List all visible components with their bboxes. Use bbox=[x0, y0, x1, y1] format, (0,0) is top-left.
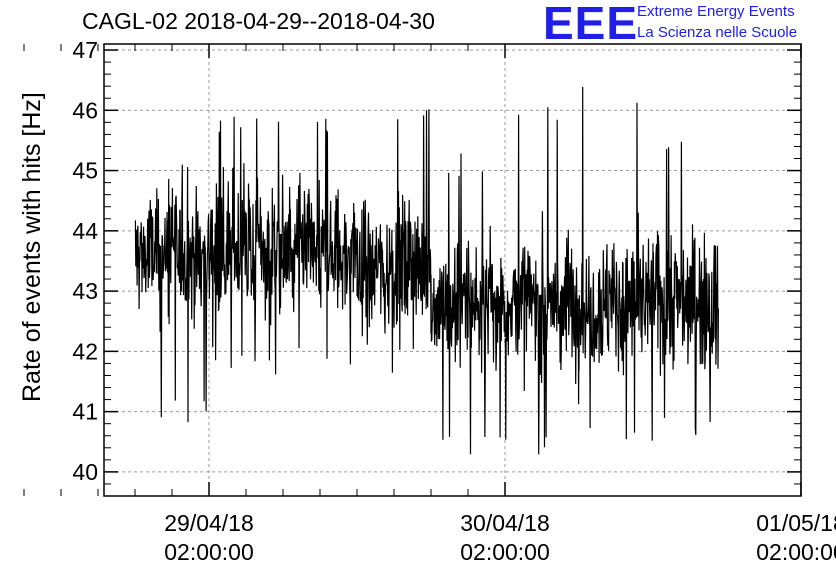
x-tick-label-time: 02:00:00 bbox=[164, 539, 254, 565]
y-tick-label: 43 bbox=[72, 278, 98, 304]
logo-text-line1: Extreme Energy Events bbox=[637, 3, 795, 20]
x-tick-label-date: 29/04/18 bbox=[164, 510, 254, 536]
y-tick-label: 46 bbox=[72, 97, 98, 123]
y-tick-label: 40 bbox=[72, 459, 98, 485]
x-tick-label-date: 01/05/18 bbox=[756, 510, 836, 536]
series-segment bbox=[430, 153, 506, 455]
y-tick-label: 42 bbox=[72, 338, 98, 364]
series-segment bbox=[356, 109, 432, 373]
series-segment bbox=[652, 141, 719, 435]
x-tick-label-time: 02:00:00 bbox=[756, 539, 836, 565]
series-line bbox=[134, 86, 719, 455]
x-axis: 29/04/18 02:00:00 30/04/18 02:00:00 01/05/18… bbox=[23, 44, 836, 565]
y-tick-label: 41 bbox=[72, 399, 98, 425]
series-segment bbox=[504, 107, 580, 455]
series-segment bbox=[578, 86, 654, 441]
x-tick-label-date: 30/04/18 bbox=[460, 510, 550, 536]
y-axis: 40 41 42 43 44 45 46 47 bbox=[72, 37, 801, 497]
logo-text-line2: La Scienza nelle Scuole bbox=[637, 24, 798, 41]
x-tick-label-time: 02:00:00 bbox=[460, 539, 550, 565]
series-segment bbox=[134, 164, 210, 423]
series-segment bbox=[208, 116, 284, 375]
y-tick-label: 47 bbox=[72, 37, 98, 63]
y-tick-label: 45 bbox=[72, 158, 98, 184]
y-axis-label: Rate of events with hits [Hz] bbox=[18, 92, 46, 402]
y-tick-label: 44 bbox=[72, 218, 98, 244]
chart-title: CAGL-02 2018-04-29--2018-04-30 bbox=[82, 8, 435, 34]
series-segment bbox=[282, 118, 358, 365]
eee-logo: EEE bbox=[543, 0, 639, 49]
plot-frame bbox=[103, 43, 802, 497]
